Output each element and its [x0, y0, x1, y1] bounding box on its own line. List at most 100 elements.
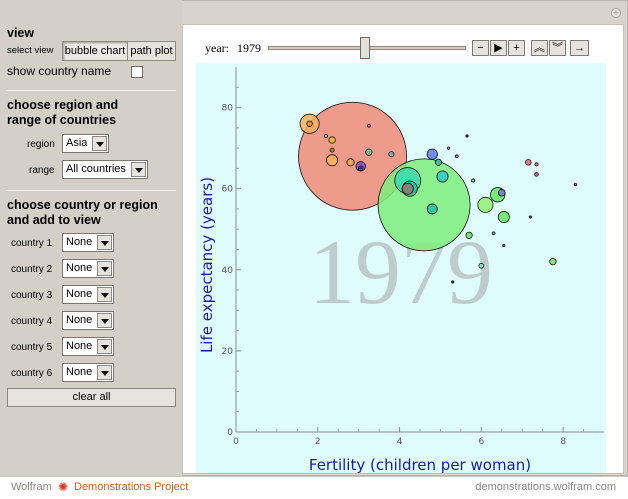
bubble-point: [298, 101, 407, 211]
select-view-label: select view: [7, 45, 54, 56]
bubble-point: [401, 182, 414, 195]
bubble-point: [377, 158, 471, 252]
bubble-point: [491, 231, 496, 236]
expand-options-icon[interactable]: +: [611, 8, 621, 18]
brand-wolfram: Wolfram: [11, 481, 52, 493]
country-5-value: None: [66, 340, 93, 352]
range-select[interactable]: All countries: [62, 160, 148, 179]
control-panel: view select view bubble chart path plot …: [0, 0, 182, 476]
bubble-point: [477, 196, 494, 213]
bubbles: [298, 101, 577, 284]
plot-background: [196, 63, 606, 473]
bubble-point: [365, 148, 373, 156]
faster-button[interactable]: ︽: [531, 40, 548, 56]
chevron-down-icon: [92, 136, 107, 151]
chevron-down-icon: [97, 261, 112, 276]
country-6-label: country 6: [11, 368, 53, 379]
bubble-point: [471, 178, 476, 183]
bubble-point: [478, 262, 485, 269]
year-slider-thumb[interactable]: [360, 37, 370, 59]
country-6-select[interactable]: None: [62, 363, 114, 382]
bubble-point: [465, 134, 469, 138]
country-1-value: None: [66, 236, 93, 248]
bubble-point: [534, 162, 539, 167]
x-tick-label: 4: [397, 437, 403, 447]
bubble-point: [328, 136, 336, 144]
clear-all-button[interactable]: clear all: [7, 388, 176, 407]
play-button[interactable]: ▶: [490, 40, 507, 56]
country-section-title: choose country or region and add to view: [7, 198, 158, 227]
step-forward-button[interactable]: +: [508, 40, 525, 56]
footer: Wolfram ✺ Demonstrations Project demonst…: [0, 476, 628, 499]
country-5-select[interactable]: None: [62, 337, 114, 356]
country-4-label: country 4: [11, 316, 53, 327]
y-tick-label: 40: [222, 266, 234, 276]
bubble-point: [497, 188, 506, 197]
section-divider: [6, 90, 176, 91]
bubble-point: [525, 159, 532, 166]
bubble-point: [388, 151, 395, 158]
country-5-label: country 5: [11, 342, 53, 353]
country-3-value: None: [66, 288, 93, 300]
chevron-down-icon: [97, 313, 112, 328]
bubble-point: [346, 158, 355, 167]
range-select-value: All countries: [66, 163, 126, 175]
bubble-point: [528, 215, 532, 219]
step-back-button[interactable]: −: [472, 40, 489, 56]
x-tick-label: 6: [478, 437, 484, 447]
country-3-select[interactable]: None: [62, 285, 114, 304]
x-tick-label: 8: [560, 437, 566, 447]
bubble-point: [434, 158, 442, 166]
y-tick-label: 60: [222, 185, 234, 195]
region-select-value: Asia: [66, 137, 88, 149]
bubble-point: [454, 154, 459, 159]
show-country-name-checkbox[interactable]: [131, 66, 143, 78]
country-2-label: country 2: [11, 264, 53, 275]
chevron-down-icon: [97, 339, 112, 354]
show-country-name-label: show country name: [7, 64, 112, 78]
region-select[interactable]: Asia: [62, 134, 109, 153]
region-section-title: choose region and range of countries: [7, 98, 119, 127]
region-label: region: [27, 139, 55, 150]
bubble-point: [465, 231, 473, 239]
bubble-point: [323, 133, 328, 138]
bubble-point: [447, 146, 451, 150]
bubble-chart-button[interactable]: bubble chart: [62, 41, 128, 61]
bubble-point: [497, 211, 510, 224]
direction-button[interactable]: →: [570, 40, 589, 56]
section-divider: [6, 190, 176, 191]
y-tick-label: 0: [227, 428, 233, 438]
country-6-value: None: [66, 366, 93, 378]
chevron-down-icon: [131, 162, 146, 177]
y-axis-title: Life expectancy (years): [198, 177, 216, 353]
bubble-point: [534, 172, 539, 177]
bubble-point: [329, 147, 335, 153]
path-plot-button[interactable]: path plot: [128, 41, 176, 61]
bubble-point: [436, 170, 449, 183]
country-1-select[interactable]: None: [62, 233, 114, 252]
range-label: range: [29, 165, 55, 176]
site-url[interactable]: demonstrations.wolfram.com: [475, 481, 616, 493]
bubble-point: [357, 165, 364, 172]
bubble-point: [502, 243, 506, 248]
country-4-value: None: [66, 314, 93, 326]
x-tick-label: 2: [315, 437, 321, 447]
year-value: 1979: [237, 41, 261, 55]
view-section-title: view: [7, 26, 35, 40]
chevron-down-icon: [97, 287, 112, 302]
country-1-label: country 1: [11, 238, 53, 249]
country-2-select[interactable]: None: [62, 259, 114, 278]
country-3-label: country 3: [11, 290, 53, 301]
bubble-point: [426, 203, 438, 215]
bubble-point: [573, 183, 577, 187]
country-4-select[interactable]: None: [62, 311, 114, 330]
y-tick-label: 20: [222, 347, 234, 357]
country-2-value: None: [66, 262, 93, 274]
bubble-point: [426, 148, 438, 160]
x-tick-label: 0: [233, 437, 239, 447]
brand-demonstrations[interactable]: Demonstrations Project: [74, 481, 189, 493]
bubble-point: [549, 258, 557, 266]
slower-button[interactable]: ︾: [549, 40, 566, 56]
chevron-down-icon: [97, 365, 112, 380]
